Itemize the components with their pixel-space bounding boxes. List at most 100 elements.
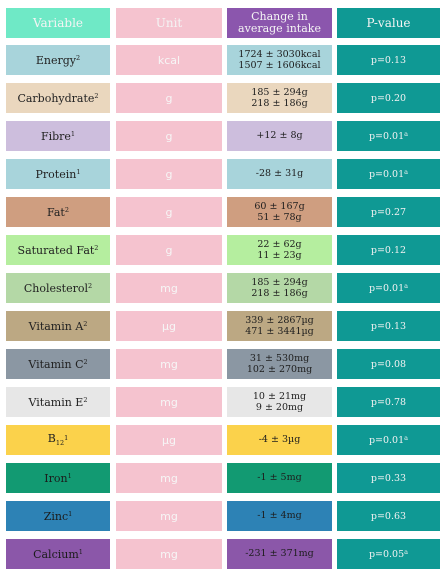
variable-cell: Zinc 1 [6, 501, 110, 531]
table-row: Zinc 1 mg -1 ± 4mg p=0.63 [6, 501, 440, 531]
table-row: Calcium 1 mg -231 ± 371mg p=0.05 a [6, 539, 440, 569]
change-cell: 60 ± 167g 51 ± 78g [227, 197, 332, 227]
table-row: Cholesterol 2 mg 185 ± 294g 218 ± 186g p=0.01… [6, 273, 440, 303]
variable-cell: Protein 1 [6, 159, 110, 189]
table-row: Vitamin C 2 mg 31 ± 530mg 102 ± 270mg p=0.08 [6, 349, 440, 379]
pvalue-text: p=0.20 [370, 92, 407, 104]
variable-name: B12 [47, 432, 65, 448]
change-line: -1 ± 5mg [257, 472, 302, 484]
change-cell: 10 ± 21mg 9 ± 20mg [227, 387, 332, 417]
unit-cell: kcal [116, 45, 222, 75]
unit-cell: g [116, 235, 222, 265]
unit-cell: µg [116, 425, 222, 455]
pvalue-cell: p=0.01 a [337, 159, 440, 189]
table-row: Fat 2 g 60 ± 167g 51 ± 78g p=0.27 [6, 197, 440, 227]
change-line: 10 ± 21mg [252, 390, 307, 402]
unit-cell: mg [116, 273, 222, 303]
header-change: Change in average intake [227, 8, 332, 38]
variable-name: Vitamin E [28, 395, 84, 409]
table-row: B12 1 µg -4 ± 3µg p=0.01 a [6, 425, 440, 455]
pvalue-text: p=0.01 [368, 130, 405, 142]
table-row: Vitamin A 2 µg 339 ± 2867µg 471 ± 3441µg p=0.… [6, 311, 440, 341]
change-line: 185 ± 294g [251, 86, 308, 98]
pvalue-text: p=0.01 [368, 434, 405, 446]
pvalue-text: p=0.33 [370, 472, 407, 484]
variable-cell: Carbohydrate 2 [6, 83, 110, 113]
change-line: -1 ± 4mg [257, 510, 302, 522]
unit-cell: µg [116, 311, 222, 341]
pvalue-cell: p=0.13 [337, 311, 440, 341]
pvalue-text: p=0.08 [370, 358, 407, 370]
header-unit: Unit [116, 8, 222, 38]
variable-name: Protein [35, 167, 77, 181]
pvalue-text: p=0.01 [368, 282, 405, 294]
change-line: -231 ± 371mg [245, 548, 314, 560]
unit-cell: mg [116, 501, 222, 531]
variable-name: Carbohydrate [17, 91, 95, 105]
change-cell: +12 ± 8g [227, 121, 332, 151]
variable-name: Iron [44, 471, 68, 485]
change-line: 22 ± 62g [257, 238, 302, 250]
table-row: Protein 1 g -28 ± 31g p=0.01 a [6, 159, 440, 189]
unit-cell: g [116, 159, 222, 189]
pvalue-cell: p=0.05 a [337, 539, 440, 569]
variable-cell: Fat 2 [6, 197, 110, 227]
variable-name: Fibre [40, 129, 71, 143]
change-cell: 185 ± 294g 218 ± 186g [227, 83, 332, 113]
variable-name: Zinc [43, 509, 69, 523]
table-row: Saturated Fat 2 g 22 ± 62g 11 ± 23g p=0.12 [6, 235, 440, 265]
change-cell: -28 ± 31g [227, 159, 332, 189]
pvalue-cell: p=0.33 [337, 463, 440, 493]
variable-name: Saturated Fat [17, 243, 95, 257]
change-cell: -4 ± 3µg [227, 425, 332, 455]
pvalue-cell: p=0.08 [337, 349, 440, 379]
pvalue-cell: p=0.63 [337, 501, 440, 531]
unit-cell: g [116, 83, 222, 113]
change-cell: 339 ± 2867µg 471 ± 3441µg [227, 311, 332, 341]
table-row: Carbohydrate 2 g 185 ± 294g 218 ± 186g p=0.20 [6, 83, 440, 113]
pvalue-cell: p=0.01 a [337, 121, 440, 151]
pvalue-cell: p=0.13 [337, 45, 440, 75]
variable-name: Cholesterol [23, 281, 88, 295]
variable-cell: Iron 1 [6, 463, 110, 493]
pvalue-cell: p=0.78 [337, 387, 440, 417]
variable-name: Vitamin C [28, 357, 84, 371]
unit-cell: g [116, 121, 222, 151]
pvalue-cell: p=0.01 a [337, 273, 440, 303]
change-line: 60 ± 167g [254, 200, 305, 212]
table-row: Vitamin E 2 mg 10 ± 21mg 9 ± 20mg p=0.78 [6, 387, 440, 417]
pvalue-text: p=0.05 [368, 548, 405, 560]
change-line: 218 ± 186g [251, 288, 308, 299]
change-cell: 1724 ± 3030kcal 1507 ± 1606kcal [227, 45, 332, 75]
variable-name: Calcium [33, 547, 79, 561]
change-cell: -231 ± 371mg [227, 539, 332, 569]
unit-cell: mg [116, 539, 222, 569]
unit-cell: g [116, 197, 222, 227]
change-line: 339 ± 2867µg [245, 314, 314, 326]
pvalue-text: p=0.78 [370, 396, 407, 408]
change-line: +12 ± 8g [256, 130, 303, 142]
table-row: Energy 2 kcal 1724 ± 3030kcal 1507 ± 1606kca… [6, 45, 440, 75]
change-line: 218 ± 186g [251, 98, 308, 109]
unit-cell: mg [116, 349, 222, 379]
change-cell: 22 ± 62g 11 ± 23g [227, 235, 332, 265]
pvalue-cell: p=0.27 [337, 197, 440, 227]
pvalue-text: p=0.01 [368, 168, 405, 180]
change-line: 102 ± 270mg [246, 364, 313, 375]
change-line: 51 ± 78g [257, 212, 302, 223]
change-line: 9 ± 20mg [255, 402, 304, 413]
pvalue-cell: p=0.01 a [337, 425, 440, 455]
change-line: 471 ± 3441µg [245, 326, 314, 337]
variable-cell: Fibre 1 [6, 121, 110, 151]
variable-cell: Saturated Fat 2 [6, 235, 110, 265]
variable-name: Fat [46, 205, 65, 219]
pvalue-cell: p=0.12 [337, 235, 440, 265]
variable-cell: Calcium 1 [6, 539, 110, 569]
variable-cell: B12 1 [6, 425, 110, 455]
header-variable: Variable [6, 8, 110, 38]
change-line: 31 ± 530mg [249, 352, 310, 364]
change-line: 185 ± 294g [251, 276, 308, 288]
